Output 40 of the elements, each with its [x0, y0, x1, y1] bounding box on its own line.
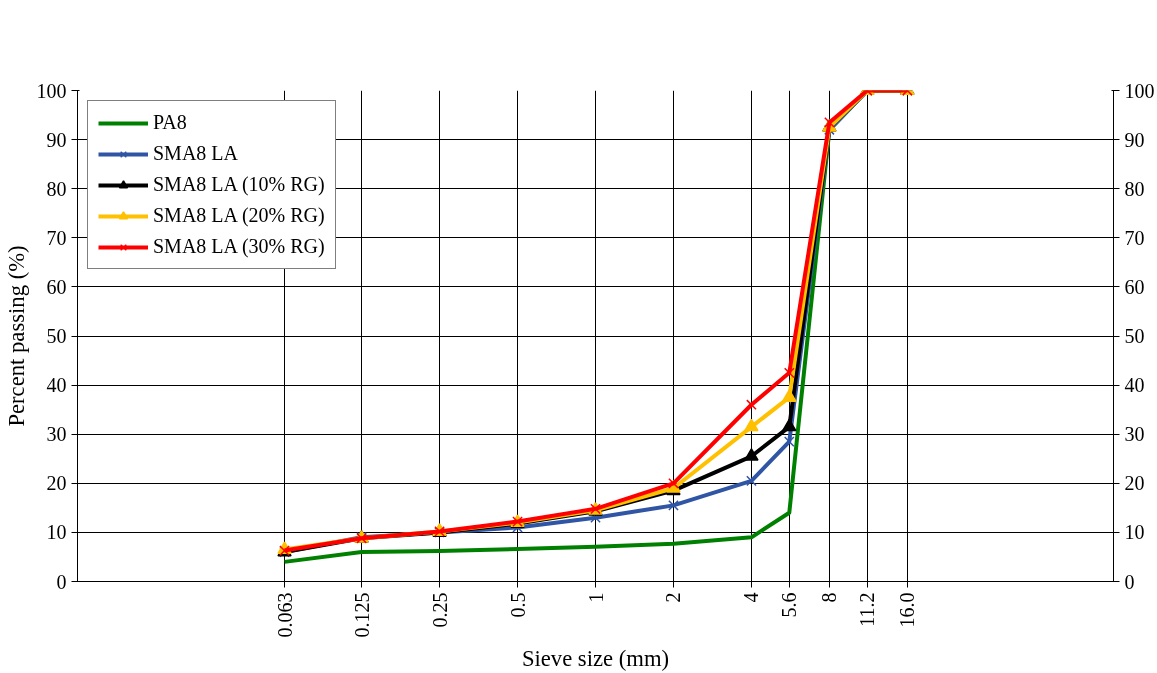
y2-tick-label: 80	[1124, 177, 1145, 200]
legend-label: PA8	[153, 111, 187, 134]
x-tick-label: 11.2	[856, 592, 879, 627]
x-tick-label: 0.063	[273, 592, 296, 638]
x-tick-label: 8	[818, 592, 841, 603]
y2-tick-label: 30	[1124, 423, 1145, 446]
x-tick-label: 2	[662, 592, 685, 603]
x-tick-label: 1	[584, 592, 607, 603]
y2-tick-label: 20	[1124, 472, 1145, 495]
y-tick-label: 30	[46, 423, 67, 446]
y2-tick-label: 10	[1124, 521, 1145, 544]
y2-tick-label: 60	[1124, 275, 1145, 298]
y-tick-label: 80	[46, 177, 67, 200]
y-tick-label: 40	[46, 374, 67, 397]
x-tick-label: 16.0	[896, 592, 919, 628]
y2-tick-label: 90	[1124, 128, 1145, 151]
y2-tick-label: 70	[1124, 226, 1145, 249]
y-tick-label: 50	[46, 325, 67, 347]
y-tick-label: 90	[46, 128, 67, 151]
legend-label: SMA8 LA (30% RG)	[153, 235, 325, 258]
y-tick-label: 60	[46, 275, 67, 298]
y-axis-title: Percent passing (%)	[3, 245, 29, 427]
y2-tick-label: 40	[1124, 374, 1145, 397]
x-tick-label: 0.5	[506, 592, 529, 618]
legend-label: SMA8 LA	[153, 142, 239, 165]
y2-tick-label: 100	[1124, 79, 1155, 102]
y2-tick-label: 0	[1124, 570, 1135, 593]
x-tick-label: 0.25	[428, 592, 451, 628]
y-tick-label: 20	[46, 472, 67, 495]
legend-label: SMA8 LA (10% RG)	[153, 173, 325, 196]
x-tick-label: 5.6	[778, 592, 801, 618]
x-tick-label: 4	[740, 592, 763, 603]
y-tick-label: 70	[46, 226, 67, 249]
y-tick-label: 0	[56, 570, 67, 593]
y2-tick-label: 50	[1124, 325, 1145, 347]
x-axis-title: Sieve size (mm)	[521, 645, 670, 671]
legend-label: SMA8 LA (20% RG)	[153, 204, 325, 227]
y-tick-label: 10	[46, 521, 67, 544]
x-tick-label: 0.125	[350, 592, 373, 638]
y-tick-label: 100	[36, 79, 67, 102]
